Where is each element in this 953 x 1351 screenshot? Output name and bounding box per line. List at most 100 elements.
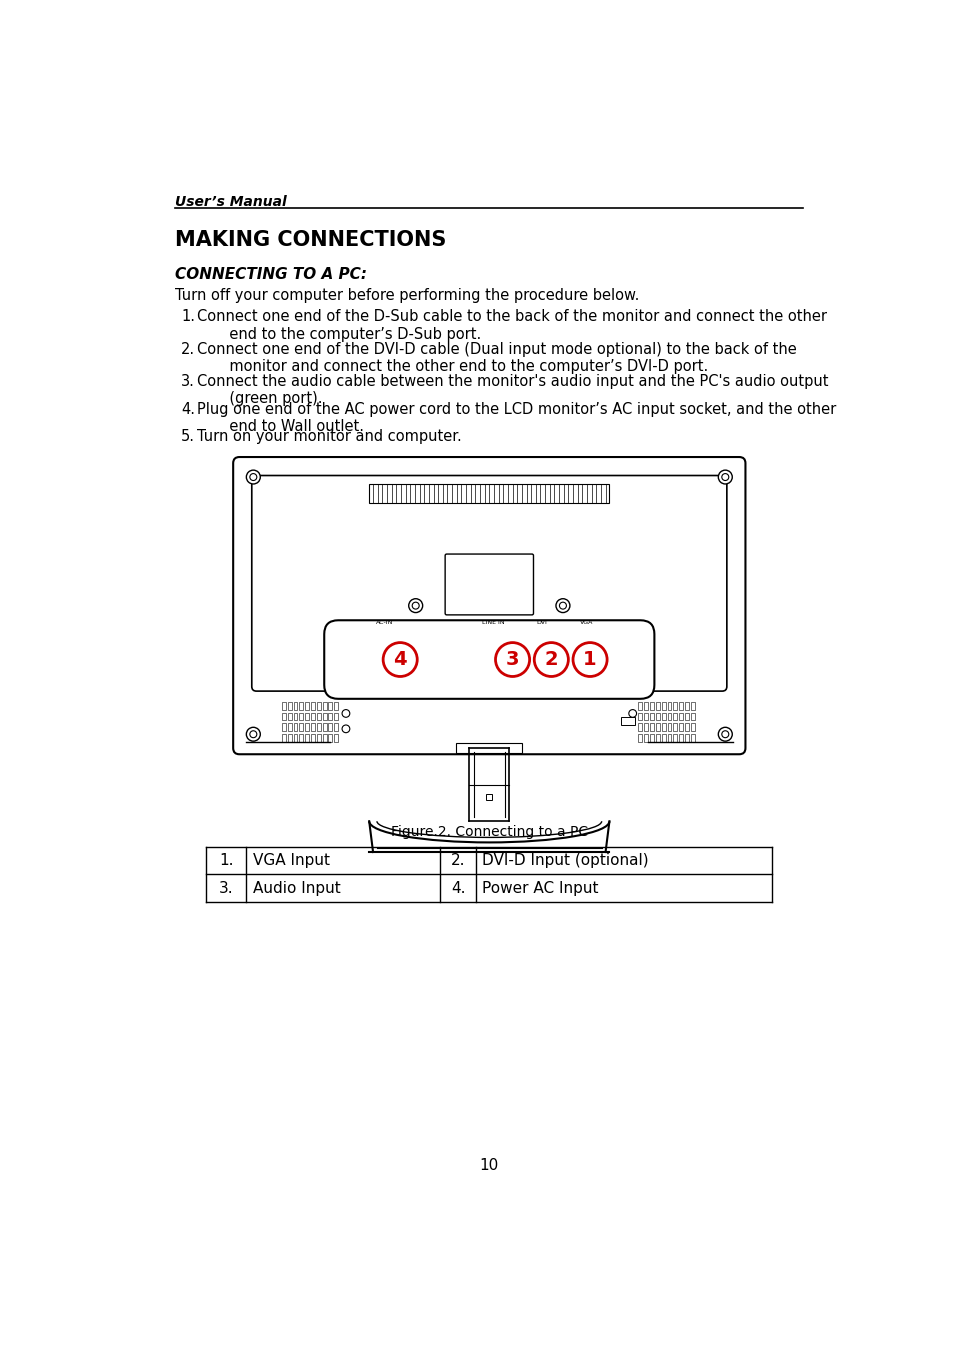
Bar: [305, 734, 309, 742]
Bar: [294, 713, 297, 720]
Text: DVI-D Input (optional): DVI-D Input (optional): [482, 852, 648, 867]
Bar: [299, 734, 303, 742]
Text: Connect the audio cable between the monitor's audio input and the PC's audio out: Connect the audio cable between the moni…: [196, 374, 827, 407]
Circle shape: [556, 598, 569, 612]
Bar: [673, 713, 677, 720]
Bar: [649, 713, 654, 720]
Text: 3.: 3.: [218, 881, 233, 896]
Text: DVI: DVI: [536, 620, 547, 626]
Bar: [638, 703, 641, 709]
Circle shape: [246, 727, 260, 742]
Circle shape: [440, 627, 445, 631]
Text: 1.: 1.: [181, 309, 195, 324]
Bar: [282, 703, 286, 709]
Bar: [667, 713, 671, 720]
Bar: [643, 703, 647, 709]
Bar: [649, 723, 654, 731]
Bar: [334, 703, 337, 709]
FancyBboxPatch shape: [252, 476, 726, 692]
Circle shape: [437, 624, 447, 634]
Text: 5.: 5.: [181, 430, 195, 444]
Circle shape: [721, 731, 728, 738]
Bar: [656, 703, 659, 709]
Bar: [305, 713, 309, 720]
Text: 2: 2: [544, 650, 558, 669]
Bar: [328, 703, 332, 709]
Bar: [316, 713, 320, 720]
Bar: [643, 723, 647, 731]
Bar: [679, 723, 682, 731]
Bar: [299, 723, 303, 731]
Bar: [322, 734, 326, 742]
Bar: [684, 723, 688, 731]
Text: Connect one end of the DVI-D cable (Dual input mode optional) to the back of the: Connect one end of the DVI-D cable (Dual…: [196, 342, 796, 374]
Circle shape: [718, 470, 732, 484]
Bar: [316, 734, 320, 742]
Bar: [620, 717, 635, 725]
Bar: [690, 734, 694, 742]
Text: Power AC Input: Power AC Input: [482, 881, 598, 896]
Bar: [684, 703, 688, 709]
Bar: [667, 703, 671, 709]
Text: 4: 4: [393, 650, 407, 669]
Circle shape: [558, 603, 566, 609]
Text: 10: 10: [478, 1158, 498, 1173]
Text: Figure.2. Connecting to a PC: Figure.2. Connecting to a PC: [391, 825, 587, 839]
Bar: [684, 713, 688, 720]
Circle shape: [495, 643, 529, 677]
Bar: [643, 713, 647, 720]
Bar: [661, 734, 665, 742]
Bar: [322, 713, 326, 720]
Text: CONNECTING TO A PC:: CONNECTING TO A PC:: [174, 267, 367, 282]
Bar: [311, 713, 314, 720]
Text: AC-IN: AC-IN: [375, 620, 393, 626]
Circle shape: [412, 603, 418, 609]
Bar: [334, 734, 337, 742]
Bar: [667, 723, 671, 731]
Circle shape: [250, 731, 256, 738]
Circle shape: [533, 627, 537, 631]
FancyBboxPatch shape: [445, 554, 533, 615]
Text: Turn on your monitor and computer.: Turn on your monitor and computer.: [196, 430, 461, 444]
Bar: [486, 794, 492, 800]
Text: 1: 1: [582, 650, 597, 669]
Bar: [656, 713, 659, 720]
Text: Audio Input: Audio Input: [253, 881, 340, 896]
Circle shape: [721, 474, 728, 481]
Bar: [316, 703, 320, 709]
Bar: [679, 713, 682, 720]
Circle shape: [342, 725, 350, 732]
Bar: [311, 734, 314, 742]
Bar: [299, 703, 303, 709]
FancyBboxPatch shape: [233, 457, 744, 754]
Bar: [679, 734, 682, 742]
Circle shape: [573, 643, 606, 677]
Circle shape: [718, 727, 732, 742]
Text: 1.: 1.: [219, 852, 233, 867]
Bar: [288, 713, 292, 720]
Bar: [294, 723, 297, 731]
Bar: [667, 734, 671, 742]
Bar: [282, 713, 286, 720]
Bar: [656, 723, 659, 731]
Bar: [638, 723, 641, 731]
Bar: [316, 723, 320, 731]
Circle shape: [408, 598, 422, 612]
Bar: [305, 723, 309, 731]
Text: 2.: 2.: [450, 852, 465, 867]
Circle shape: [531, 624, 540, 634]
Circle shape: [628, 709, 636, 717]
Bar: [679, 703, 682, 709]
Bar: [638, 734, 641, 742]
Bar: [311, 703, 314, 709]
Bar: [638, 713, 641, 720]
Bar: [334, 723, 337, 731]
Circle shape: [250, 474, 256, 481]
Text: Plug one end of the AC power cord to the LCD monitor’s AC input socket, and the : Plug one end of the AC power cord to the…: [196, 401, 835, 434]
Bar: [369, 484, 609, 503]
Bar: [288, 703, 292, 709]
Bar: [328, 723, 332, 731]
Text: MAKING CONNECTIONS: MAKING CONNECTIONS: [174, 230, 446, 250]
Bar: [643, 734, 647, 742]
Bar: [299, 713, 303, 720]
